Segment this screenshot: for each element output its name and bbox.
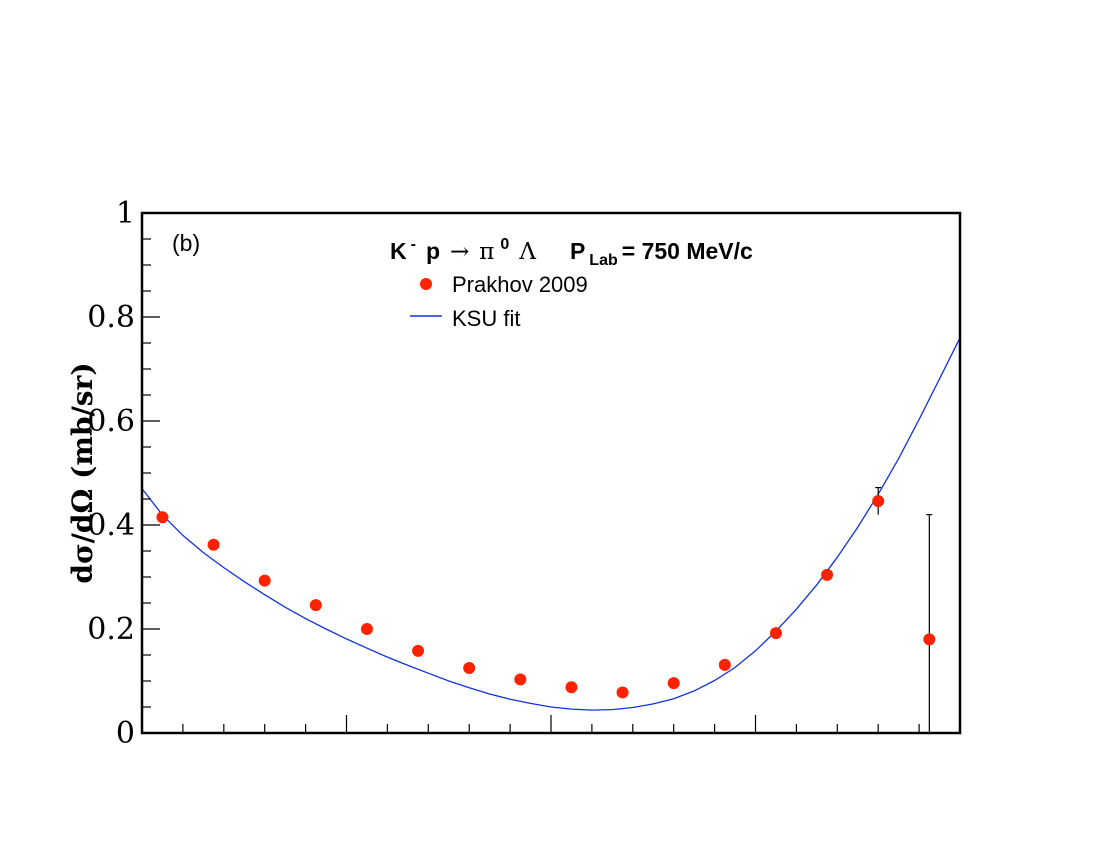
y-tick-label: 0 — [116, 716, 135, 751]
legend: Prakhov 2009 KSU fit — [410, 272, 588, 331]
title-k-charge: - — [411, 236, 416, 253]
title-plab: P — [570, 238, 585, 264]
data-point — [769, 627, 782, 640]
data-point — [923, 633, 936, 646]
legend-marker-prakhov — [420, 278, 432, 290]
data-point — [463, 662, 476, 674]
y-tick-label: 0.8 — [87, 300, 135, 335]
title-plab-sub: Lab — [589, 252, 618, 269]
y-tick-label: 1 — [116, 196, 135, 231]
data-point — [258, 574, 271, 587]
y-axis-label: dσ/dΩ (mb/sr) — [66, 362, 99, 583]
legend-label-ksu: KSU fit — [452, 306, 520, 331]
title-arrow: → — [450, 239, 469, 265]
data-point — [616, 686, 629, 699]
title-p: p — [426, 238, 440, 264]
data-point — [207, 538, 220, 551]
panel-label: (b) — [172, 230, 200, 256]
y-tick-label: 0.6 — [87, 404, 135, 439]
title-k: K — [390, 238, 407, 264]
axis-ticks — [141, 212, 961, 734]
title-pi-charge: 0 — [500, 236, 509, 253]
data-point — [821, 568, 834, 581]
data-point — [156, 511, 169, 524]
legend-label-prakhov: Prakhov 2009 — [452, 272, 588, 297]
data-point — [565, 681, 578, 694]
data-point — [667, 677, 680, 690]
y-tick-label: 0.2 — [87, 612, 135, 647]
title-plab-value: = 750 MeV/c — [622, 238, 753, 264]
fit-curve-layer — [141, 337, 961, 711]
data-point — [412, 644, 425, 657]
data-point — [360, 623, 373, 635]
title-lambda: Λ — [518, 239, 536, 265]
title-pi: π — [479, 239, 494, 265]
data-point — [309, 599, 322, 612]
data-point — [872, 495, 885, 508]
data-point — [514, 673, 527, 686]
chart-title: K - p → π 0 Λ P Lab = 750 MeV/c — [390, 236, 753, 269]
y-tick-labels: 0 0.2 0.4 0.6 0.8 1 — [87, 196, 135, 751]
data-points-layer — [156, 486, 936, 733]
data-point — [718, 658, 731, 671]
y-tick-label: 0.4 — [87, 508, 135, 543]
ksu-fit-line — [141, 337, 961, 711]
